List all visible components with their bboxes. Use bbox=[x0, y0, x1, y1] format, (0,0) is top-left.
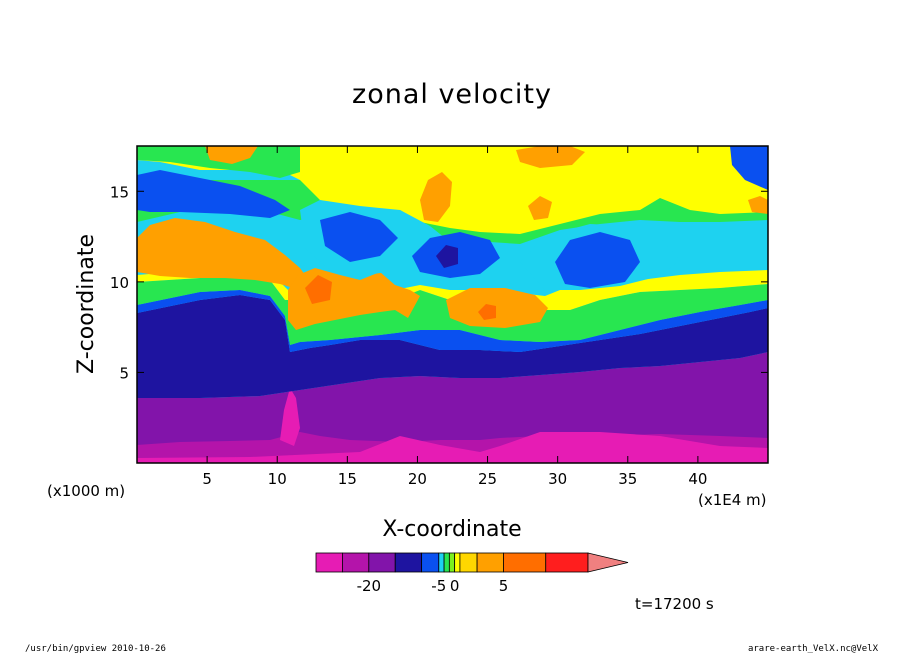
x-axis-label: X-coordinate bbox=[382, 517, 521, 542]
colorbar-tick-label: 0 bbox=[450, 577, 460, 595]
blob-darkorange-x25 bbox=[478, 304, 496, 320]
colorbar: -20 -5 0 5 bbox=[315, 552, 629, 595]
blob-orange-x21 bbox=[420, 172, 452, 222]
blob-orange-x29 bbox=[528, 196, 552, 220]
contour-field bbox=[137, 146, 768, 463]
y-tick-label: 15 bbox=[110, 183, 129, 201]
plot-area: 5 10 15 20 25 30 35 40 5 10 15 bbox=[110, 145, 769, 488]
blob-orange-x44 bbox=[748, 196, 768, 214]
x-scale-label: (x1E4 m) bbox=[698, 491, 767, 509]
x-tick-label: 30 bbox=[548, 470, 567, 488]
x-tick-label: 40 bbox=[688, 470, 707, 488]
colorbar-box bbox=[503, 552, 547, 573]
band-blue bbox=[137, 290, 768, 352]
blob-orange-jet-west bbox=[137, 218, 310, 290]
colorbar-box bbox=[545, 552, 589, 573]
y-tick-label: 10 bbox=[110, 274, 129, 292]
colorbar-tick-label: -20 bbox=[357, 577, 382, 595]
y-ticks: 5 10 15 bbox=[110, 183, 768, 382]
colorbar-box bbox=[454, 552, 461, 573]
blob-orange-top-left bbox=[205, 146, 258, 164]
colorbar-box bbox=[394, 552, 423, 573]
y-tick-label: 5 bbox=[119, 364, 129, 382]
blob-darkblue-x22 bbox=[436, 245, 458, 268]
x-tick-label: 15 bbox=[338, 470, 357, 488]
colorbar-tick-label: 5 bbox=[499, 577, 509, 595]
blob-blue-x13 bbox=[320, 212, 398, 262]
blob-blue-upper-left bbox=[137, 170, 290, 218]
x-unit-label: (x1000 m) bbox=[47, 482, 125, 500]
y-axis-label: Z-coordinate bbox=[74, 234, 99, 374]
colorbar-box bbox=[342, 552, 370, 573]
colorbar-box bbox=[476, 552, 504, 573]
plot-frame bbox=[136, 145, 769, 464]
x-ticks: 5 10 15 20 25 30 35 40 bbox=[202, 146, 707, 488]
colorbar-box bbox=[448, 552, 456, 573]
colorbar-tick-label: -5 bbox=[431, 577, 446, 595]
colorbar-box bbox=[315, 552, 343, 573]
blob-orange-x25 bbox=[446, 288, 548, 328]
footer-right: arare-earth_VelX.nc@VelX bbox=[748, 644, 879, 654]
colorbar-extend-arrow bbox=[587, 552, 629, 573]
colorbar-box bbox=[368, 552, 396, 573]
blob-magenta-x11 bbox=[280, 388, 300, 446]
blob-darkorange-x12 bbox=[305, 275, 332, 304]
x-tick-label: 5 bbox=[202, 470, 212, 488]
x-tick-label: 35 bbox=[618, 470, 637, 488]
band-bottom-magenta bbox=[137, 432, 768, 463]
blob-blue-x33 bbox=[555, 232, 640, 288]
time-label: t=17200 s bbox=[635, 595, 714, 613]
x-tick-label: 10 bbox=[268, 470, 287, 488]
colorbar-box bbox=[459, 552, 478, 573]
footer-left: /usr/bin/gpview 2010-10-26 bbox=[25, 644, 166, 654]
blob-orange-x27 bbox=[516, 146, 585, 168]
x-tick-label: 25 bbox=[478, 470, 497, 488]
blob-green-top-left bbox=[137, 146, 300, 178]
x-tick-label: 20 bbox=[408, 470, 427, 488]
colorbar-box bbox=[443, 552, 450, 573]
band-dark-blue bbox=[137, 295, 768, 398]
chart-title: zonal velocity bbox=[352, 79, 552, 110]
colorbar-box bbox=[438, 552, 445, 573]
colorbar-box bbox=[421, 552, 440, 573]
blob-blue-x45 bbox=[730, 146, 768, 190]
